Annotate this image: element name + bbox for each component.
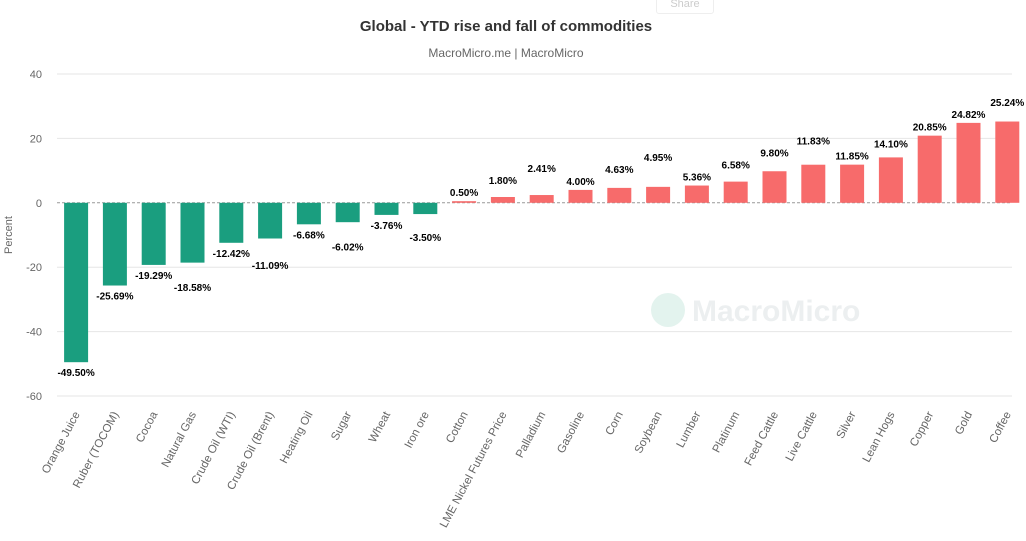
chart-title: Global - YTD rise and fall of commoditie… (359, 18, 653, 35)
bar (296, 202, 321, 225)
x-tick-label: Live Cattle (784, 410, 820, 464)
data-label: -18.58% (174, 283, 211, 294)
data-label: 14.10% (874, 140, 908, 151)
bar (568, 189, 593, 203)
bar (723, 181, 748, 203)
data-label: 1.80% (489, 176, 517, 187)
data-label: 20.85% (913, 123, 947, 134)
data-label: 25.24% (990, 98, 1024, 109)
bar (452, 201, 477, 203)
watermark: MacroMicro (692, 295, 860, 328)
y-axis-label: Percent (3, 216, 15, 254)
data-label: 4.00% (566, 177, 594, 188)
x-tick-label: Gasoline (555, 410, 587, 456)
data-label: -6.68% (293, 230, 325, 241)
y-tick-label: -20 (26, 262, 42, 274)
bar (762, 171, 787, 203)
bar (335, 202, 360, 223)
bar (956, 122, 981, 203)
bar (258, 202, 283, 239)
y-tick-label: -40 (26, 327, 42, 339)
x-tick-label: Palladium (514, 410, 548, 460)
x-tick-label: Feed Cattle (743, 410, 782, 468)
data-label: -49.50% (57, 368, 94, 379)
bar (102, 202, 127, 286)
data-label: 11.85% (835, 152, 868, 163)
data-label: 2.41% (528, 164, 556, 175)
y-tick-label: 0 (36, 198, 42, 210)
bar (607, 187, 632, 203)
data-label: -3.50% (409, 233, 441, 244)
data-label: -3.76% (371, 221, 403, 232)
x-tick-label: Cocoa (134, 409, 160, 445)
x-tick-label: Wheat (367, 409, 394, 445)
y-tick-label: -60 (26, 391, 42, 403)
bar (180, 202, 205, 263)
y-tick-label: 40 (30, 69, 42, 81)
bar (413, 202, 438, 215)
x-tick-label: Orange Juice (40, 410, 83, 476)
bar (684, 185, 709, 203)
x-tick-label: Copper (908, 410, 936, 449)
bar (840, 164, 865, 203)
data-label: -19.29% (135, 271, 172, 282)
data-label: 9.80% (760, 149, 788, 160)
x-tick-label: Lumber (675, 410, 704, 450)
data-label: -12.42% (213, 249, 250, 260)
x-tick-label: Gold (953, 410, 975, 437)
x-tick-label: Natural Gas (160, 410, 200, 470)
data-label: 4.63% (605, 165, 633, 176)
bar (995, 121, 1020, 203)
x-tick-label: Coffee (988, 410, 1014, 445)
chart-subtitle: MacroMicro.me | MacroMicro (428, 46, 584, 60)
x-tick-label: Iron ore (403, 410, 432, 451)
share-button[interactable]: Share (656, 0, 714, 14)
x-tick-label: Sugar (329, 410, 354, 443)
bar (490, 197, 515, 203)
bar (646, 186, 671, 203)
bar (529, 195, 554, 203)
data-label: 11.83% (797, 137, 830, 148)
data-label: 0.50% (450, 188, 478, 199)
bar (801, 164, 826, 203)
x-tick-label: Platinum (711, 410, 743, 455)
x-tick-label: LME Nickel Futures Price (438, 410, 510, 530)
y-tick-label: 20 (30, 133, 42, 145)
data-label: -6.02% (332, 242, 364, 253)
data-label: 6.58% (722, 161, 750, 172)
data-label: 4.95% (644, 153, 672, 164)
x-tick-label: Corn (604, 410, 626, 438)
data-label: -25.69% (96, 292, 133, 303)
bar (878, 157, 903, 203)
x-tick-label: Cotton (444, 410, 471, 446)
x-tick-label: Soybean (633, 410, 665, 456)
bar (917, 135, 942, 203)
data-label: -11.09% (252, 261, 289, 272)
bar (219, 202, 244, 243)
data-label: 24.82% (952, 110, 986, 121)
bar (374, 202, 399, 215)
x-tick-label: Heating Oil (278, 410, 315, 466)
x-tick-label: Silver (835, 410, 859, 441)
bar (64, 202, 89, 363)
data-label: 5.36% (683, 173, 711, 184)
x-tick-label: Lean Hogs (861, 410, 898, 465)
watermark-logo-icon (651, 293, 685, 327)
bar (141, 202, 166, 265)
